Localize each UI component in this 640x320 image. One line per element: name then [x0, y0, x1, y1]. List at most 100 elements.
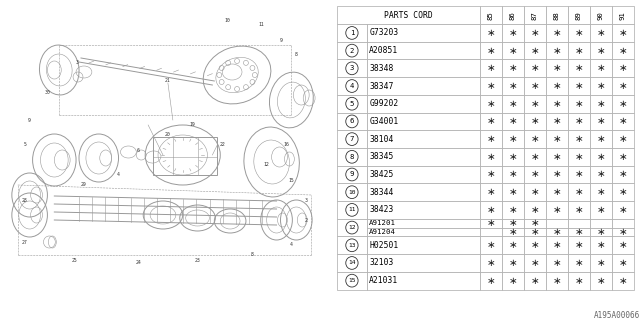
- Text: 38344: 38344: [369, 188, 394, 197]
- Bar: [546, 166, 568, 183]
- Text: 3: 3: [305, 197, 308, 203]
- Bar: [502, 95, 524, 113]
- Text: ∗: ∗: [486, 28, 495, 38]
- Bar: [337, 6, 480, 24]
- Text: 10: 10: [224, 18, 230, 22]
- Bar: [367, 236, 480, 254]
- Bar: [480, 95, 502, 113]
- Bar: [480, 42, 502, 60]
- Bar: [612, 77, 634, 95]
- Bar: [612, 272, 634, 290]
- Text: ∗: ∗: [508, 63, 517, 73]
- Text: 8: 8: [295, 52, 298, 58]
- Bar: [590, 183, 612, 201]
- Bar: [612, 6, 634, 24]
- Text: ∗: ∗: [486, 240, 495, 250]
- Text: ∗: ∗: [575, 170, 583, 180]
- Bar: [480, 254, 502, 272]
- Bar: [568, 166, 590, 183]
- Bar: [590, 130, 612, 148]
- Bar: [612, 60, 634, 77]
- Text: 15: 15: [348, 278, 356, 283]
- Bar: [367, 24, 480, 42]
- Bar: [546, 113, 568, 130]
- Bar: [524, 272, 546, 290]
- Text: ∗: ∗: [486, 170, 495, 180]
- Bar: [546, 42, 568, 60]
- Bar: [568, 254, 590, 272]
- Text: 30: 30: [45, 90, 51, 94]
- Bar: [480, 166, 502, 183]
- Text: ∗: ∗: [508, 81, 517, 91]
- Bar: [546, 77, 568, 95]
- Bar: [367, 60, 480, 77]
- Bar: [568, 6, 590, 24]
- Bar: [337, 60, 367, 77]
- Text: 3: 3: [349, 65, 354, 71]
- Text: PARTS CORD: PARTS CORD: [384, 11, 433, 20]
- Text: ∗: ∗: [552, 134, 561, 144]
- Bar: [337, 148, 367, 166]
- Text: 88: 88: [554, 11, 560, 20]
- Bar: [612, 24, 634, 42]
- Bar: [612, 183, 634, 201]
- Bar: [502, 254, 524, 272]
- Bar: [590, 201, 612, 219]
- Text: ∗: ∗: [618, 28, 627, 38]
- Bar: [480, 77, 502, 95]
- Bar: [568, 42, 590, 60]
- Text: ∗: ∗: [596, 28, 605, 38]
- Bar: [337, 272, 367, 290]
- Text: ∗: ∗: [531, 218, 539, 228]
- Bar: [612, 130, 634, 148]
- Bar: [524, 228, 546, 236]
- Bar: [367, 130, 480, 148]
- Text: ∗: ∗: [596, 205, 605, 215]
- Text: A91201: A91201: [369, 220, 396, 226]
- Bar: [524, 201, 546, 219]
- Text: ∗: ∗: [596, 116, 605, 126]
- Bar: [568, 272, 590, 290]
- Bar: [568, 236, 590, 254]
- Bar: [524, 236, 546, 254]
- Text: 21: 21: [165, 77, 171, 83]
- Text: ∗: ∗: [575, 116, 583, 126]
- Bar: [590, 254, 612, 272]
- Bar: [337, 113, 367, 130]
- Bar: [524, 60, 546, 77]
- Text: ∗: ∗: [486, 134, 495, 144]
- Text: 8: 8: [250, 252, 253, 258]
- Text: 3: 3: [76, 60, 79, 65]
- Text: ∗: ∗: [596, 187, 605, 197]
- Text: ∗: ∗: [531, 63, 539, 73]
- Bar: [502, 272, 524, 290]
- Text: 14: 14: [348, 260, 356, 266]
- Text: A20851: A20851: [369, 46, 399, 55]
- Text: ∗: ∗: [531, 227, 539, 237]
- Bar: [546, 201, 568, 219]
- Text: 5: 5: [349, 101, 354, 107]
- Text: 4: 4: [117, 172, 120, 178]
- Bar: [337, 24, 367, 42]
- Bar: [546, 228, 568, 236]
- Bar: [590, 60, 612, 77]
- Text: ∗: ∗: [508, 276, 517, 286]
- Bar: [524, 42, 546, 60]
- Bar: [502, 24, 524, 42]
- Text: ∗: ∗: [531, 276, 539, 286]
- Text: ∗: ∗: [552, 46, 561, 56]
- Text: 13: 13: [348, 243, 356, 248]
- Text: ∗: ∗: [508, 46, 517, 56]
- Text: ∗: ∗: [552, 116, 561, 126]
- Bar: [590, 236, 612, 254]
- Bar: [546, 183, 568, 201]
- Text: ∗: ∗: [486, 99, 495, 109]
- Text: 38423: 38423: [369, 205, 394, 214]
- Text: 38347: 38347: [369, 82, 394, 91]
- Text: 23: 23: [195, 258, 200, 262]
- Text: A21031: A21031: [369, 276, 399, 285]
- Text: 20: 20: [165, 132, 171, 138]
- Text: ∗: ∗: [508, 99, 517, 109]
- Text: ∗: ∗: [596, 63, 605, 73]
- Bar: [524, 166, 546, 183]
